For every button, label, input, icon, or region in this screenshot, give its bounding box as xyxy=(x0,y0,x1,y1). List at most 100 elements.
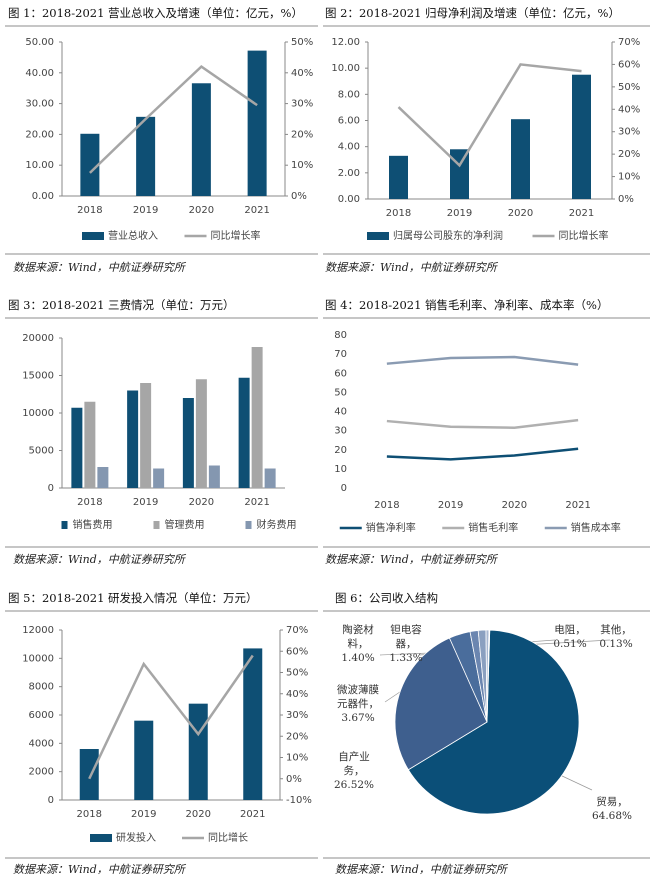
pie-slice xyxy=(407,629,580,815)
y2-tick-label: 40% xyxy=(291,68,313,79)
x-tick-label: 2021 xyxy=(565,500,590,511)
bar xyxy=(79,749,99,800)
pie-label-name: 电阻， xyxy=(554,624,586,636)
x-tick-label: 2019 xyxy=(133,497,158,508)
legend-label: 销售成本率 xyxy=(571,521,621,534)
y-tick-label: 2000 xyxy=(29,767,54,778)
figure-title: 图 2：2018-2021 归母净利润及增速（单位：亿元，%） xyxy=(325,6,620,20)
x-tick-label: 2018 xyxy=(386,208,411,219)
y-tick-label: 10 xyxy=(334,464,347,475)
pie-label-name: 陶瓷材料， xyxy=(342,624,374,650)
bar xyxy=(71,407,83,488)
y-tick-label: 10.00 xyxy=(25,160,54,171)
y-tick-label: 20 xyxy=(334,445,347,456)
y-tick-label: 4000 xyxy=(29,738,54,749)
bar xyxy=(247,50,267,197)
x-tick-label: 2019 xyxy=(131,809,156,820)
y-tick-label: 80 xyxy=(334,330,347,341)
bar xyxy=(188,703,208,800)
y-tick-label: 15000 xyxy=(22,371,54,382)
bar xyxy=(243,648,263,800)
bar xyxy=(97,467,109,488)
legend-swatch xyxy=(367,232,389,240)
y-tick-label: 8.00 xyxy=(338,89,360,100)
y-tick-label: 5000 xyxy=(29,446,54,457)
y2-tick-label: 40% xyxy=(286,689,308,700)
y2-tick-label: 70% xyxy=(618,37,640,48)
bar xyxy=(191,83,211,196)
y2-tick-label: 50% xyxy=(291,37,313,48)
legend-label: 财务费用 xyxy=(257,518,297,531)
figure-source: 数据来源：Wind，中航证券研究所 xyxy=(335,863,509,876)
y2-tick-label: 10% xyxy=(291,160,313,171)
figure-source: 数据来源：Wind，中航证券研究所 xyxy=(325,553,499,566)
x-tick-label: 2020 xyxy=(508,208,533,219)
legend-label: 同比增长率 xyxy=(211,229,261,242)
legend-label: 销售净利率 xyxy=(366,521,416,534)
x-tick-label: 2020 xyxy=(189,497,214,508)
x-tick-label: 2020 xyxy=(186,809,211,820)
figure-title: 图 6：公司收入结构 xyxy=(335,591,438,605)
y-tick-label: 10.00 xyxy=(331,63,360,74)
y2-tick-label: 10% xyxy=(618,172,640,183)
figure-title: 图 4：2018-2021 销售毛利率、净利率、成本率（%） xyxy=(325,298,608,312)
y-tick-label: 60 xyxy=(334,368,347,379)
y-tick-label: 30.00 xyxy=(25,99,54,110)
x-tick-label: 2018 xyxy=(374,500,399,511)
figure-title: 图 5：2018-2021 研发投入情况（单位：万元） xyxy=(8,591,258,605)
legend-label: 同比增长率 xyxy=(559,229,609,242)
bar xyxy=(511,119,530,199)
figure-source: 数据来源：Wind，中航证券研究所 xyxy=(13,553,187,566)
x-tick-label: 2021 xyxy=(569,208,594,219)
bar xyxy=(182,398,194,488)
y2-tick-label: 70% xyxy=(286,625,308,636)
pie-label: 陶瓷材料， 1.40% xyxy=(338,623,378,665)
y2-tick-label: 0% xyxy=(291,191,307,202)
y-tick-label: 70 xyxy=(334,349,347,360)
y-tick-label: 50.00 xyxy=(25,37,54,48)
pie-label-value: 1.33% xyxy=(389,652,423,664)
y2-tick-label: 60% xyxy=(286,646,308,657)
pie-label-name: 其他， xyxy=(600,624,632,636)
x-tick-label: 2018 xyxy=(77,497,102,508)
bar xyxy=(140,383,152,488)
x-tick-label: 2018 xyxy=(77,205,102,216)
x-tick-label: 2020 xyxy=(502,500,527,511)
y2-tick-label: 30% xyxy=(618,127,640,138)
y2-tick-label: 50% xyxy=(618,82,640,93)
pie-label-value: 3.67% xyxy=(341,712,375,724)
y2-tick-label: 20% xyxy=(291,129,313,140)
y-tick-label: 10000 xyxy=(22,408,54,419)
figure-source: 数据来源：Wind，中航证券研究所 xyxy=(13,863,187,876)
pie-label-name: 微波薄膜元器件， xyxy=(337,684,379,710)
line-series xyxy=(89,65,258,174)
y2-tick-label: 30% xyxy=(291,99,313,110)
y-tick-label: 2.00 xyxy=(338,168,360,179)
figure-source: 数据来源：Wind，中航证券研究所 xyxy=(13,261,187,274)
bar xyxy=(251,347,263,488)
pie-label-value: 0.13% xyxy=(599,638,633,650)
y2-tick-label: 0% xyxy=(286,774,302,785)
x-tick-label: 2020 xyxy=(189,205,214,216)
pie-label: 电阻， 0.51% xyxy=(552,623,588,651)
pie-label: 自产业务， 26.52% xyxy=(334,750,374,792)
y-tick-label: 4.00 xyxy=(338,142,360,153)
line-series xyxy=(88,654,254,780)
figure-source: 数据来源：Wind，中航证券研究所 xyxy=(325,261,499,274)
bar xyxy=(80,133,100,196)
y-tick-label: 0.00 xyxy=(338,194,360,205)
y2-tick-label: -10% xyxy=(286,795,312,806)
bar xyxy=(572,74,591,199)
bar xyxy=(238,377,250,488)
x-tick-label: 2019 xyxy=(438,500,463,511)
x-tick-label: 2021 xyxy=(244,205,269,216)
y-tick-label: 0 xyxy=(48,483,54,494)
y2-tick-label: 20% xyxy=(618,149,640,160)
y-tick-label: 50 xyxy=(334,387,347,398)
pie-label-value: 0.51% xyxy=(553,638,587,650)
pie-label: 微波薄膜元器件， 3.67% xyxy=(332,683,384,725)
y-tick-label: 10000 xyxy=(22,653,54,664)
y2-tick-label: 0% xyxy=(618,194,634,205)
pie-label: 钽电容器， 1.33% xyxy=(386,623,426,665)
